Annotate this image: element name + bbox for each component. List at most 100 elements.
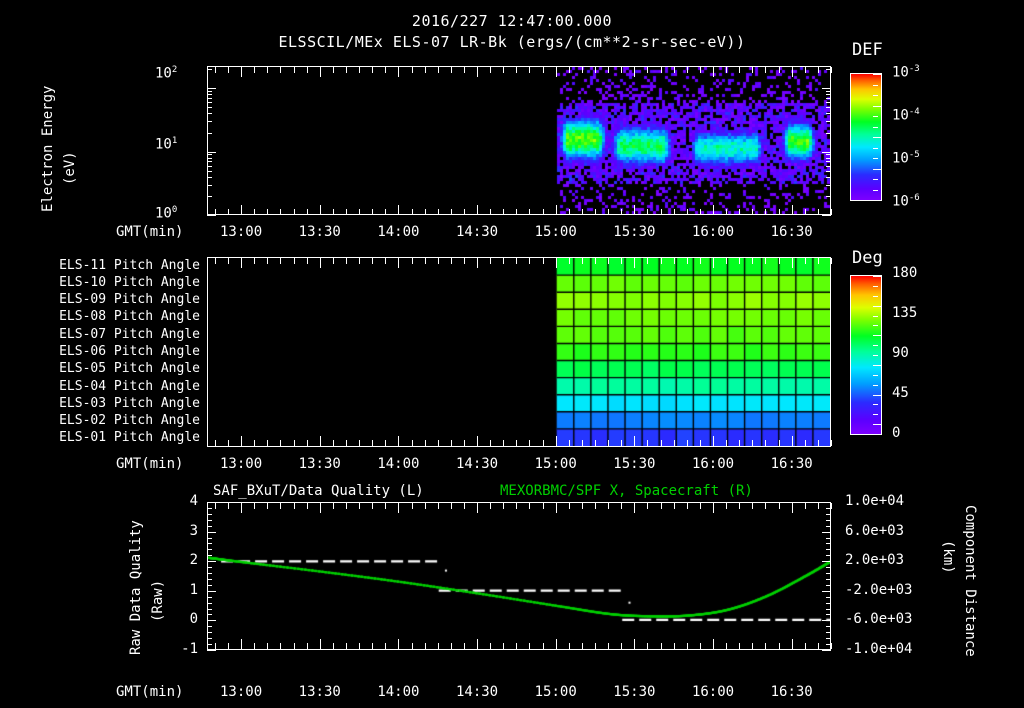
y-axis-tick — [826, 171, 831, 172]
axis-tick — [254, 209, 255, 215]
axis-tick — [674, 209, 675, 215]
axis-tick — [595, 440, 596, 446]
y-axis-tick — [826, 158, 831, 159]
y-axis-tick — [826, 102, 831, 103]
axis-tick — [516, 258, 517, 264]
axis-tick — [779, 643, 780, 649]
pitch-angle-panel — [207, 257, 831, 447]
panel3-x-axis-label: GMT(min) — [116, 684, 184, 700]
axis-tick — [726, 258, 727, 264]
axis-tick — [831, 258, 832, 264]
axis-tick — [765, 209, 766, 215]
x-tick-label-14-30: 14:30 — [455, 224, 499, 240]
axis-tick — [687, 258, 688, 264]
axis-tick — [215, 67, 216, 73]
axis-tick — [674, 503, 675, 509]
panel3-left-ytick-0: 0 — [189, 611, 198, 628]
panel3-right-ytick-1: 6.0e+03 — [845, 522, 905, 539]
y-axis-tick — [207, 555, 212, 556]
axis-tick — [412, 67, 413, 73]
axis-tick — [831, 440, 832, 446]
data-quality-distance-panel — [207, 502, 831, 650]
axis-tick — [634, 503, 635, 513]
axis-tick — [267, 440, 268, 446]
colorbar-tick — [873, 335, 882, 336]
axis-tick — [228, 209, 229, 215]
y-axis-tick — [822, 532, 831, 533]
axis-tick — [346, 503, 347, 509]
y-axis-tick — [826, 644, 831, 645]
axis-tick — [792, 503, 793, 513]
y-axis-tick — [207, 632, 212, 633]
x-tick-label-15-00: 15:00 — [534, 224, 577, 240]
axis-tick — [280, 67, 281, 73]
panel3-y-axis-units-right: (km) — [940, 540, 956, 574]
axis-tick — [556, 436, 557, 446]
axis-tick — [556, 67, 557, 77]
axis-tick — [621, 440, 622, 446]
y-axis-tick — [207, 609, 212, 610]
axis-tick — [831, 503, 832, 509]
panel3-left-ytick-4: 4 — [189, 493, 198, 509]
y-axis-tick — [207, 102, 212, 103]
y-axis-tick — [826, 113, 831, 114]
axis-tick — [477, 258, 478, 268]
axis-tick — [765, 440, 766, 446]
panel3-right-ytick-4: -6.0e+03 — [845, 611, 913, 628]
axis-tick — [320, 258, 321, 268]
panel3-left-series-title: SAF_BXuT/Data Quality (L) — [213, 483, 424, 499]
axis-tick — [634, 258, 635, 268]
axis-tick — [215, 503, 216, 509]
axis-tick — [752, 643, 753, 649]
axis-tick — [490, 67, 491, 73]
axis-tick — [320, 436, 321, 446]
axis-tick — [398, 436, 399, 446]
axis-tick — [307, 440, 308, 446]
panel1-ytick-1: 101 — [155, 136, 178, 153]
colorbar-tick — [873, 158, 878, 159]
y-axis-tick — [207, 538, 212, 539]
axis-tick — [438, 643, 439, 649]
axis-tick — [713, 639, 714, 649]
axis-tick — [359, 209, 360, 215]
y-axis-tick — [207, 532, 216, 533]
y-axis-tick — [207, 94, 212, 95]
axis-tick — [582, 209, 583, 215]
axis-tick — [765, 503, 766, 509]
axis-tick — [280, 643, 281, 649]
axis-tick — [779, 209, 780, 215]
axis-tick — [792, 639, 793, 649]
y-axis-tick — [207, 614, 212, 615]
axis-tick — [529, 643, 530, 649]
axis-tick — [346, 258, 347, 264]
y-axis-tick — [207, 549, 212, 550]
x-tick-label-15-30: 15:30 — [613, 224, 656, 240]
axis-tick — [294, 258, 295, 264]
axis-tick — [805, 503, 806, 509]
colorbar-deg-label-45: 45 — [892, 385, 909, 401]
y-axis-tick — [207, 88, 216, 89]
pitch-angle-row-label-els-09: ELS-09 Pitch Angle — [59, 292, 200, 308]
axis-tick — [333, 503, 334, 509]
axis-tick — [739, 503, 740, 509]
axis-tick — [477, 436, 478, 446]
panel3-left-ytick-1: 1 — [189, 581, 198, 598]
y-axis-tick — [826, 91, 831, 92]
axis-tick — [543, 503, 544, 509]
colorbar-def-label-2: 10-5 — [892, 150, 920, 167]
colorbar-tick — [873, 404, 878, 405]
axis-tick — [726, 643, 727, 649]
axis-tick — [333, 209, 334, 215]
axis-tick — [398, 639, 399, 649]
axis-tick — [215, 209, 216, 215]
axis-tick — [385, 258, 386, 264]
axis-tick — [621, 643, 622, 649]
axis-tick — [451, 643, 452, 649]
y-axis-tick — [826, 520, 831, 521]
axis-tick — [451, 258, 452, 264]
axis-tick — [608, 258, 609, 264]
axis-tick — [346, 440, 347, 446]
axis-tick — [661, 258, 662, 264]
axis-tick — [831, 209, 832, 215]
x-tick-label-14-30: 14:30 — [455, 456, 499, 472]
